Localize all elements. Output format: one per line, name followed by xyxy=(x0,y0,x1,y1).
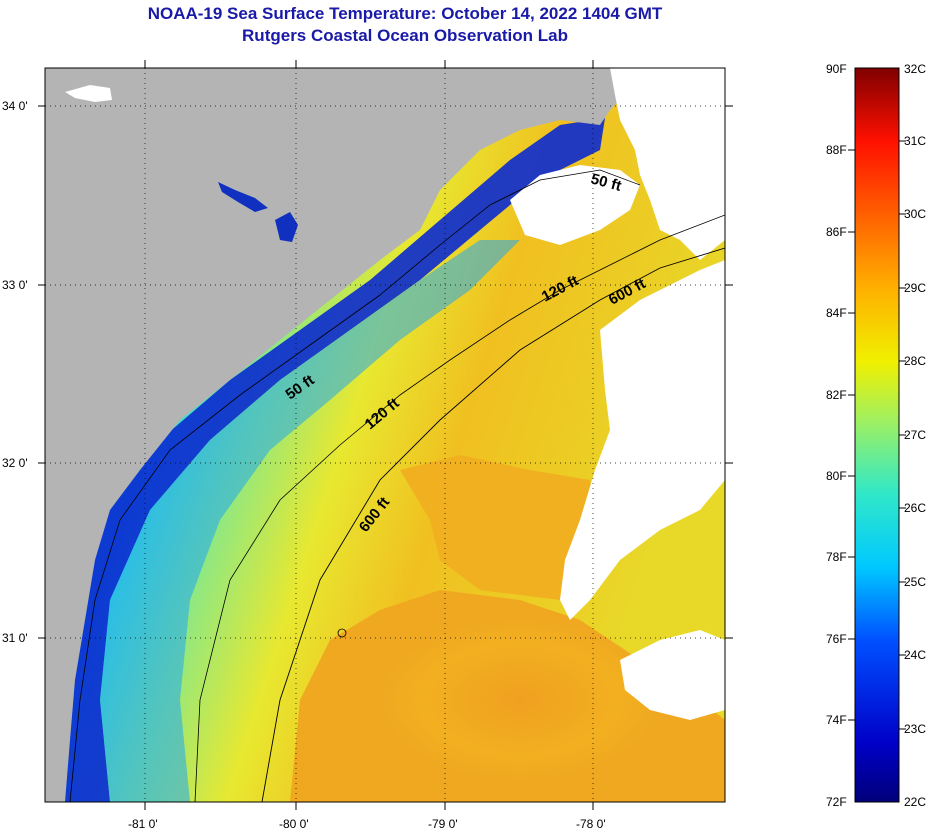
cloud-northeast xyxy=(610,68,725,260)
contour-120ft xyxy=(194,214,725,802)
colorbar-f-80: 80F xyxy=(826,469,847,483)
colorbar-c-25: 25C xyxy=(904,575,927,589)
colorbar-f-84: 84F xyxy=(826,306,847,320)
cloud-inland-lake xyxy=(65,85,112,102)
land-coast xyxy=(45,68,640,802)
contour-ring xyxy=(337,628,347,638)
colorbar-c-32: 32C xyxy=(904,62,927,76)
colorbar xyxy=(854,67,900,803)
colorbar-ticks xyxy=(848,140,906,730)
lat-label-34: 34 0' xyxy=(2,99,28,113)
lon-label-80: -80 0' xyxy=(279,817,309,831)
axis-ticks xyxy=(38,60,733,810)
map-title: NOAA-19 Sea Surface Temperature: October… xyxy=(147,4,663,23)
colorbar-f-86: 86F xyxy=(826,225,847,239)
warm-water-gulfstream xyxy=(400,455,600,600)
colorbar-f-82: 82F xyxy=(826,388,847,402)
lake-marion xyxy=(275,212,298,242)
colorbar-c-29: 29C xyxy=(904,281,927,295)
map-frame xyxy=(44,67,726,803)
colorbar-f-78: 78F xyxy=(826,550,847,564)
cool-midshelf xyxy=(100,240,520,802)
colorbar-c-22: 22C xyxy=(904,795,927,809)
colorbar-c-31: 31C xyxy=(904,134,927,148)
lake-moultrie xyxy=(218,182,268,212)
map-subtitle: Rutgers Coastal Ocean Observation Lab xyxy=(242,26,568,45)
colorbar-c-23: 23C xyxy=(904,722,927,736)
colorbar-c-30: 30C xyxy=(904,207,927,221)
graticule xyxy=(45,68,725,802)
colorbar-c-27: 27C xyxy=(904,428,927,442)
colorbar-f-90: 90F xyxy=(826,62,847,76)
contour-600ft xyxy=(261,247,725,802)
map-area: 50 ft 50 ft 120 ft 120 ft 600 ft 600 ft xyxy=(45,68,725,802)
contour-50ft xyxy=(69,169,641,802)
warm-eddy xyxy=(380,620,660,780)
colorbar-f-88: 88F xyxy=(826,143,847,157)
cloud-southeast xyxy=(620,630,725,720)
colorbar-c-26: 26C xyxy=(904,501,927,515)
colorbar-c-24: 24C xyxy=(904,648,927,662)
cold-nearshore-band xyxy=(45,118,605,802)
colorbar-c-28: 28C xyxy=(904,354,927,368)
colorbar-f-76: 76F xyxy=(826,632,847,646)
colorbar-f-74: 74F xyxy=(826,713,847,727)
lat-label-32: 32 0' xyxy=(2,456,28,470)
lat-label-31: 31 0' xyxy=(2,631,28,645)
cloud-shelf xyxy=(510,165,640,245)
lat-label-33: 33 0' xyxy=(2,278,28,292)
cloud-east xyxy=(560,260,725,620)
lon-label-78: -78 0' xyxy=(576,817,606,831)
lon-label-81: -81 0' xyxy=(128,817,158,831)
lon-label-79: -79 0' xyxy=(428,817,458,831)
colorbar-f-72: 72F xyxy=(826,795,847,809)
